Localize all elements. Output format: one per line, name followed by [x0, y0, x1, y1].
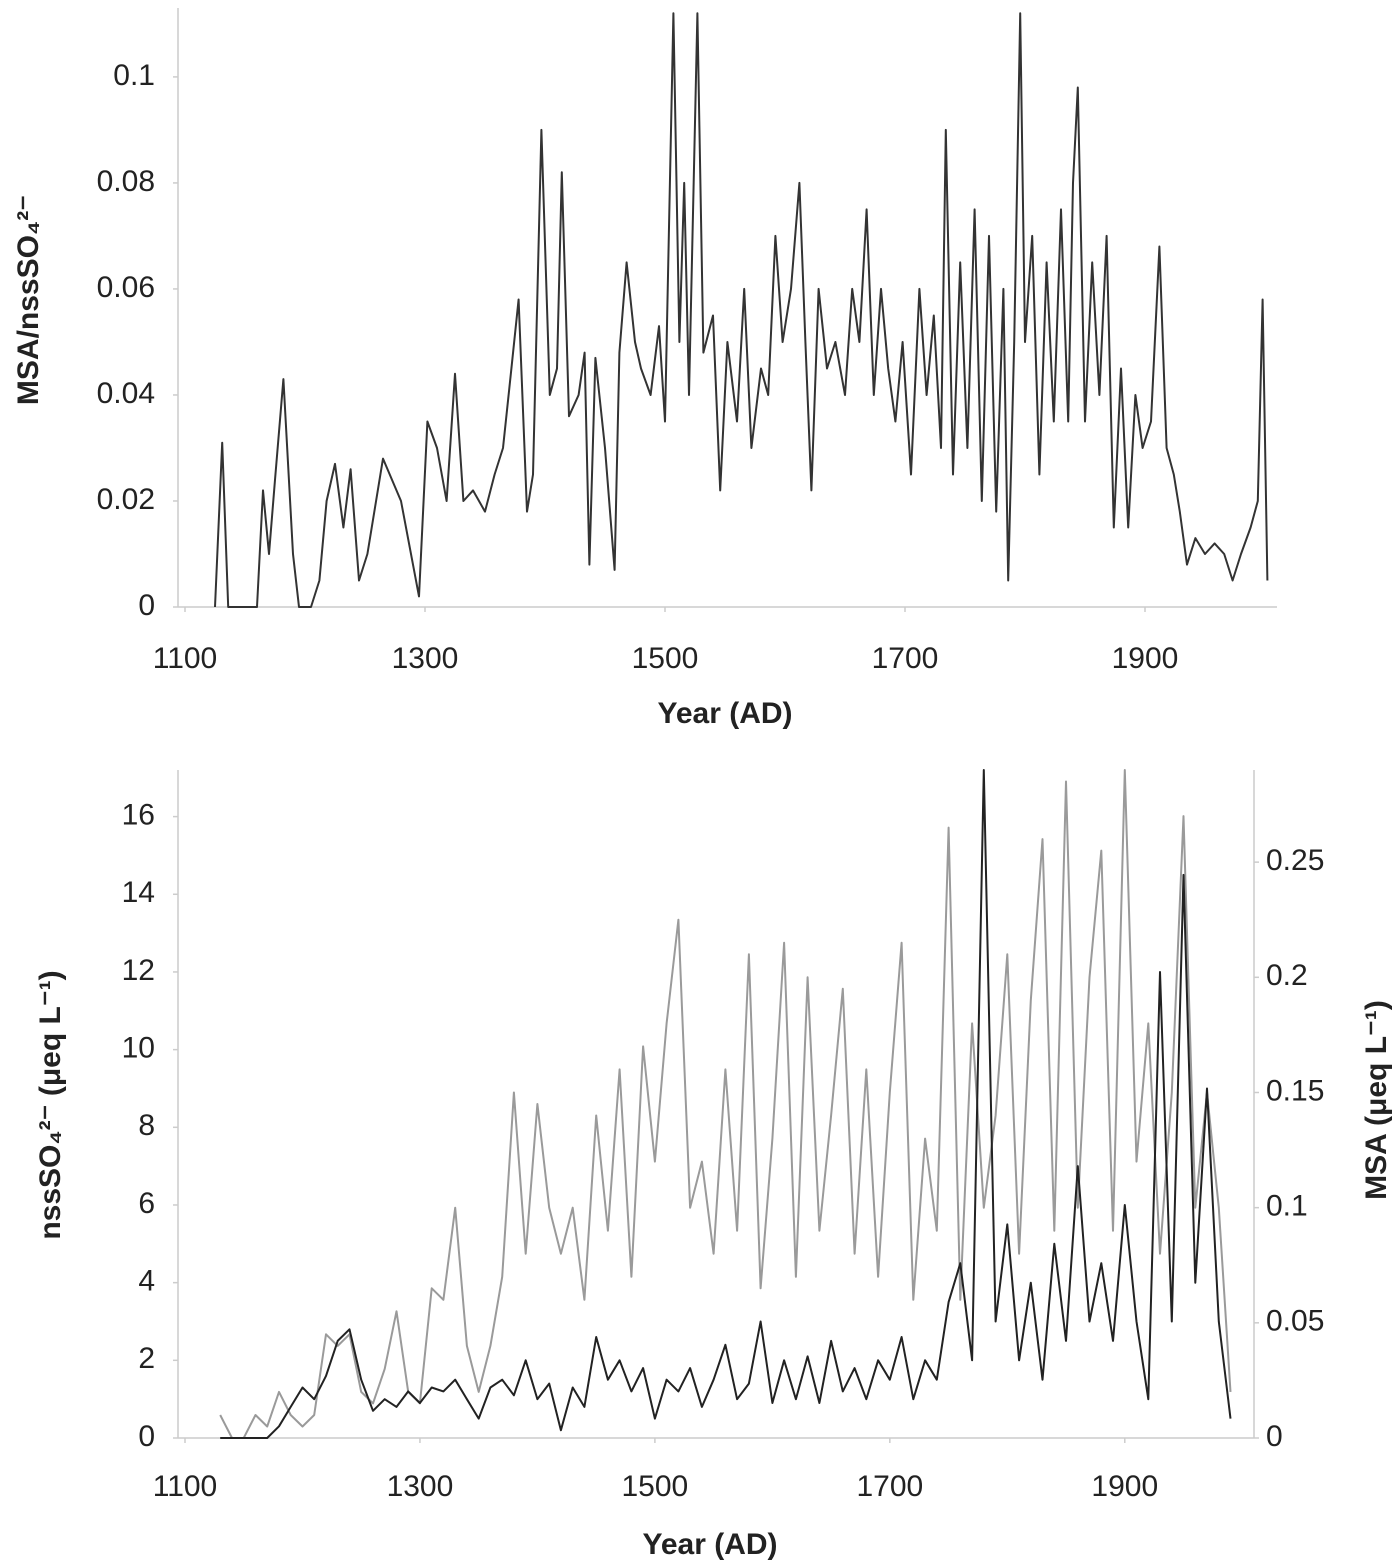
- x-tick-label: 1500: [622, 1470, 689, 1503]
- x-tick-label: 1700: [856, 1470, 923, 1503]
- x-tick-label: 1500: [632, 642, 699, 675]
- y-tick-label: 14: [122, 876, 155, 909]
- y-tick-label: 6: [138, 1187, 155, 1220]
- y2-tick-label: 0.1: [1266, 1190, 1308, 1223]
- y-tick-label: 0.1: [113, 59, 155, 92]
- y-tick-label: 12: [122, 954, 155, 987]
- y-tick-label: 0.06: [97, 271, 155, 304]
- x-tick-label: 1300: [392, 642, 459, 675]
- y-tick-label: 0: [138, 1420, 155, 1453]
- y-axis-title: nssSO₄²⁻ (μeq L⁻¹): [34, 970, 67, 1239]
- y-tick-label: 16: [122, 799, 155, 832]
- y2-tick-label: 0.05: [1266, 1305, 1324, 1338]
- data-line: [219, 769, 1232, 1439]
- y2-tick-label: 0.2: [1266, 959, 1308, 992]
- y-tick-label: 10: [122, 1032, 155, 1065]
- x-tick-label: 1300: [387, 1470, 454, 1503]
- y-tick-label: 0: [138, 589, 155, 622]
- y-tick-label: 0.08: [97, 165, 155, 198]
- y-axis-title: MSA/nssSO₄²⁻: [12, 195, 45, 405]
- x-tick-label: 1700: [872, 642, 939, 675]
- y2-tick-label: 0.15: [1266, 1074, 1324, 1107]
- x-tick-label: 1900: [1091, 1470, 1158, 1503]
- y-tick-label: 4: [138, 1265, 155, 1298]
- data-line: [214, 12, 1269, 608]
- y-tick-label: 2: [138, 1342, 155, 1375]
- y-tick-label: 0.02: [97, 483, 155, 516]
- y2-axis-title: MSA (μeq L⁻¹): [1360, 1000, 1393, 1200]
- x-tick-label: 1900: [1112, 642, 1179, 675]
- y2-tick-label: 0.25: [1266, 844, 1324, 877]
- y-tick-label: 8: [138, 1109, 155, 1142]
- data-line: [220, 769, 1232, 1439]
- x-axis-title: Year (AD): [657, 697, 792, 730]
- x-tick-label: 1100: [153, 1470, 218, 1503]
- y2-tick-label: 0: [1266, 1420, 1283, 1453]
- x-tick-label: 1100: [153, 642, 218, 675]
- x-axis-title: Year (AD): [642, 1528, 777, 1561]
- y-tick-label: 0.04: [97, 377, 155, 410]
